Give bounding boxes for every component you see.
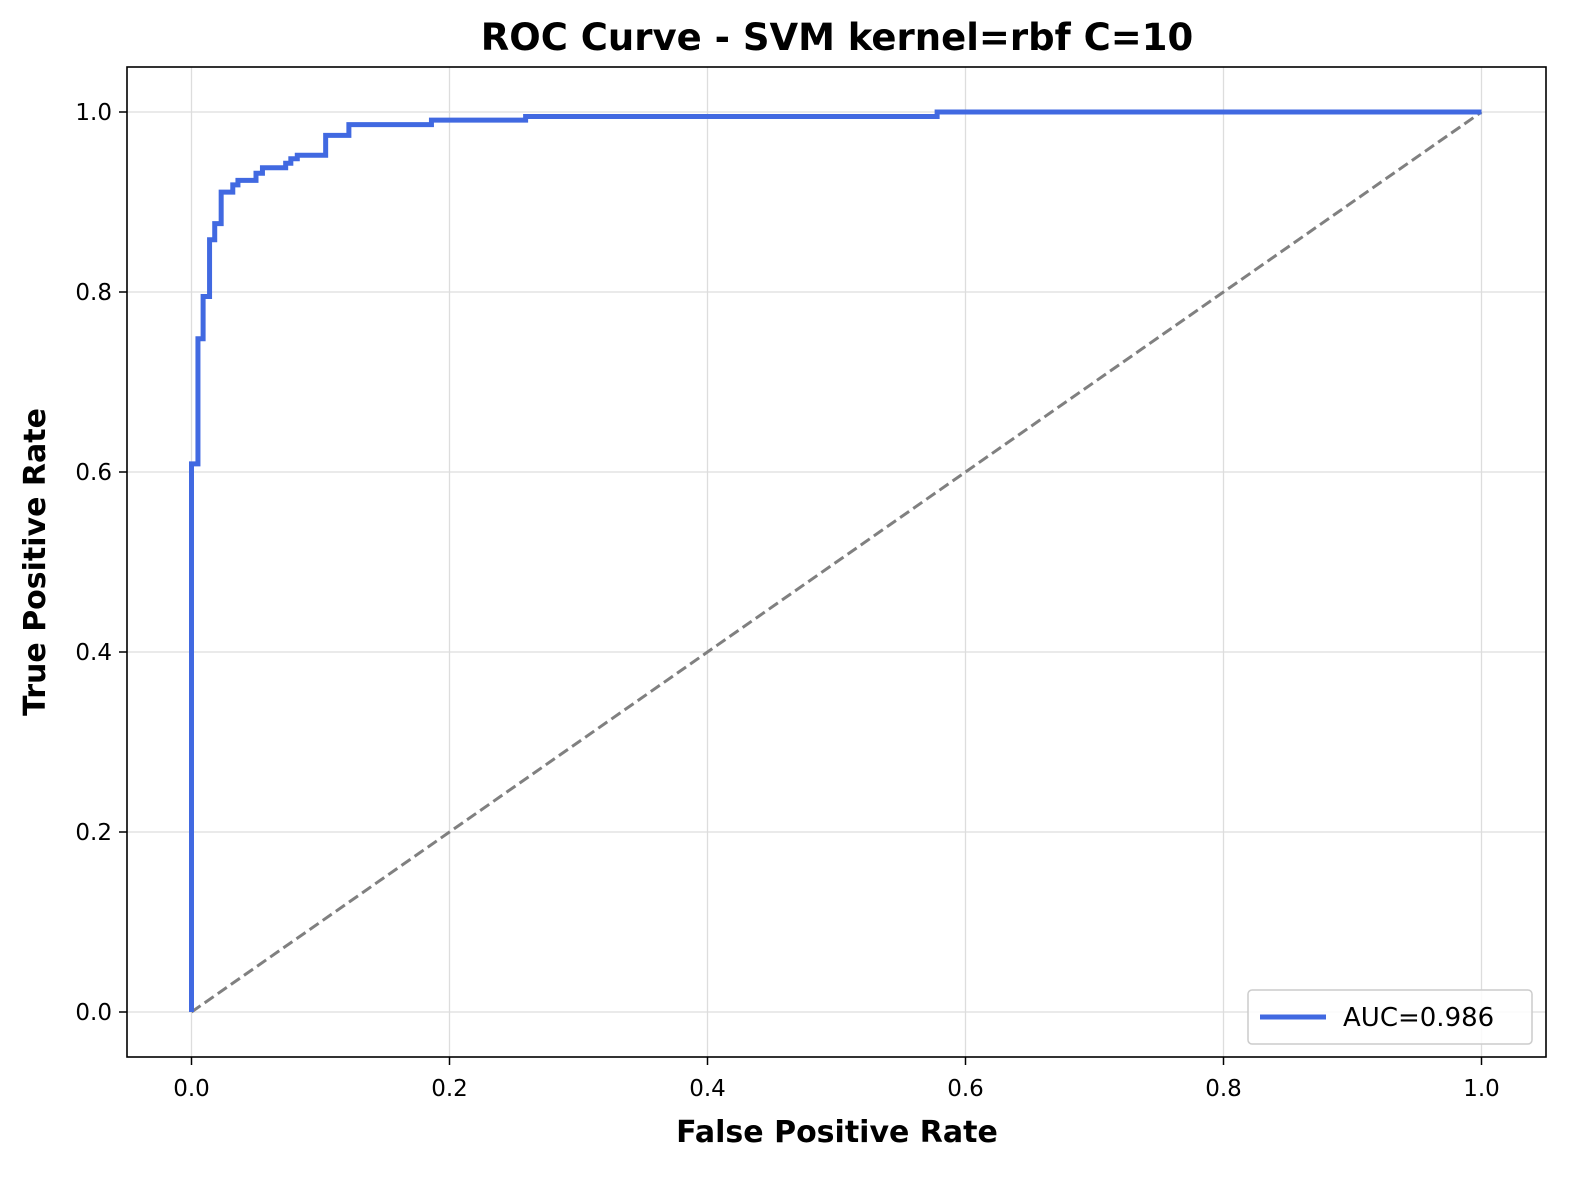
y-tick-label: 0.4 bbox=[75, 640, 112, 666]
x-tick-label: 0.8 bbox=[1205, 1076, 1242, 1102]
plot-frame bbox=[126, 66, 1547, 1058]
x-tick-label: 0.0 bbox=[173, 1076, 210, 1102]
x-tick-label: 0.6 bbox=[947, 1076, 984, 1102]
y-tick-label: 1.0 bbox=[75, 100, 112, 126]
legend-box bbox=[1247, 989, 1533, 1045]
roc-curve-line bbox=[189, 109, 1482, 1012]
y-tick-label: 0.0 bbox=[75, 1000, 112, 1026]
y-axis-label: True Positive Rate bbox=[18, 408, 53, 716]
x-tick-label: 0.4 bbox=[689, 1076, 726, 1102]
legend-label: AUC=0.986 bbox=[1343, 1003, 1494, 1033]
chance-diagonal-line bbox=[190, 110, 1483, 1014]
y-tick-label: 0.8 bbox=[75, 280, 112, 306]
y-axis-ticks: 0.0 0.2 0.4 0.6 0.8 1.0 bbox=[75, 100, 127, 1026]
grid-lines bbox=[127, 67, 1546, 1057]
x-tick-label: 0.2 bbox=[431, 1076, 468, 1102]
x-axis-label: False Positive Rate bbox=[676, 1115, 998, 1150]
data-series bbox=[189, 109, 1483, 1014]
legend: AUC=0.986 bbox=[1247, 989, 1533, 1045]
y-tick-label: 0.2 bbox=[75, 820, 112, 846]
y-tick-label: 0.6 bbox=[75, 460, 112, 486]
x-tick-label: 1.0 bbox=[1463, 1076, 1500, 1102]
x-axis-ticks: 0.0 0.2 0.4 0.6 0.8 1.0 bbox=[173, 1057, 1500, 1102]
chart-title: ROC Curve - SVM kernel=rbf C=10 bbox=[481, 16, 1193, 59]
